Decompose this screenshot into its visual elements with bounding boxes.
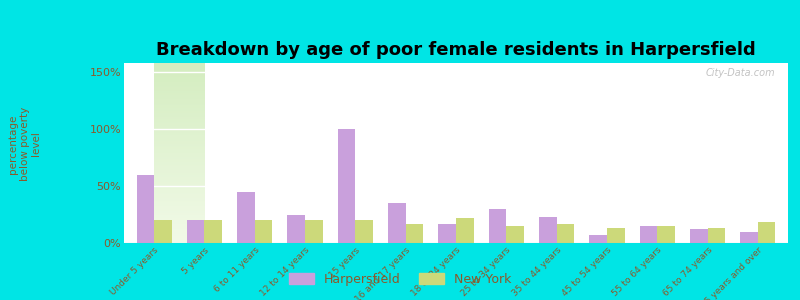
Bar [205,220,222,243]
Bar [154,220,172,243]
Bar [658,226,675,243]
Bar [640,226,658,243]
Bar [187,220,205,243]
Bar [287,214,305,243]
Bar [137,175,154,243]
Bar [355,220,373,243]
Bar [707,228,725,243]
Bar [539,217,557,243]
Bar [237,192,254,243]
Bar [305,220,322,243]
Bar [740,232,758,243]
Bar [456,218,474,243]
Bar [690,229,707,243]
Bar [338,129,355,243]
Text: City-Data.com: City-Data.com [705,68,774,78]
Bar [506,226,524,243]
Bar [254,220,272,243]
Text: percentage
below poverty
level: percentage below poverty level [8,107,42,181]
Bar [388,203,406,243]
Bar [607,228,625,243]
Bar [758,223,775,243]
Bar [557,224,574,243]
Bar [438,224,456,243]
Bar [406,224,423,243]
Bar [489,209,506,243]
Title: Breakdown by age of poor female residents in Harpersfield: Breakdown by age of poor female resident… [156,41,756,59]
Legend: Harpersfield, New York: Harpersfield, New York [283,268,517,291]
Bar [590,235,607,243]
